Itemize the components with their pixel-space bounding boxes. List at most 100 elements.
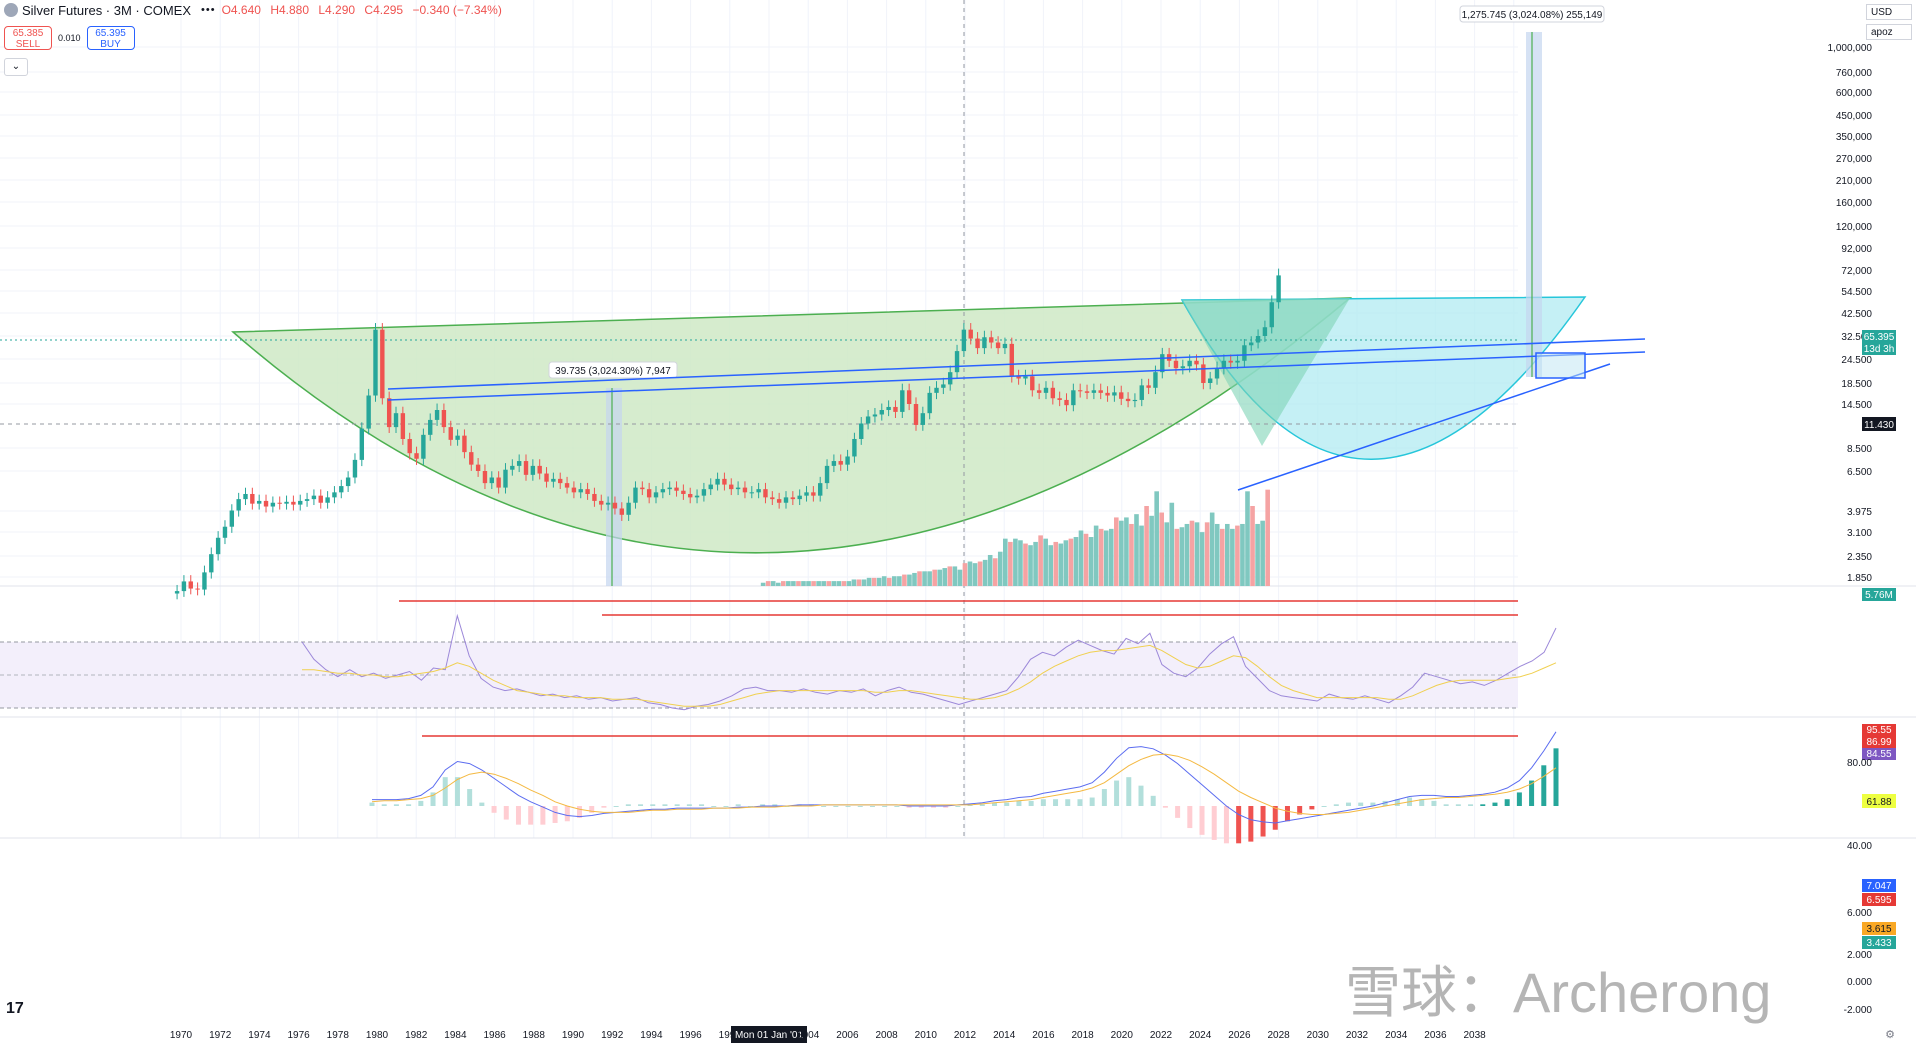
- volume-bar: [796, 581, 801, 586]
- macd-axis-label: 2.000: [1847, 950, 1872, 961]
- x-axis-label: 2028: [1267, 1030, 1290, 1041]
- volume-bar: [1129, 523, 1134, 586]
- candle-body: [1255, 336, 1261, 343]
- candle-body: [1160, 354, 1165, 373]
- candle-body: [1269, 302, 1274, 328]
- measure-range-right: [1526, 32, 1542, 377]
- candle-body: [441, 410, 447, 428]
- macd-histogram-bar: [393, 804, 399, 806]
- macd-histogram-bar: [1455, 804, 1461, 806]
- price-axis-label: 24.500: [1841, 355, 1872, 366]
- candle-body: [1125, 398, 1131, 402]
- macd-histogram-bar: [1394, 799, 1400, 806]
- volume-bar: [892, 576, 897, 586]
- candle-body: [325, 497, 330, 503]
- candle-body: [592, 493, 597, 501]
- macd-histogram-bar: [1309, 806, 1315, 810]
- macd-histogram-bar: [1187, 806, 1193, 829]
- x-axis-label: 2026: [1228, 1030, 1251, 1041]
- measure-label-right: 1,275.745 (3,024.08%) 255,149: [1462, 10, 1603, 21]
- x-axis-label: 1970: [170, 1030, 193, 1041]
- macd-histogram-bar: [369, 802, 375, 806]
- volume-bar: [1008, 541, 1013, 586]
- candle-body: [1153, 372, 1158, 388]
- ohlc-values: O4.640 H4.880 L4.290 C4.295 −0.340 (−7.3…: [222, 3, 508, 17]
- ohlc-high: H4.880: [270, 3, 310, 17]
- candle-body: [482, 471, 488, 484]
- volume-bar: [1139, 525, 1144, 586]
- more-options-icon[interactable]: •••: [201, 4, 216, 16]
- volume-bar: [907, 574, 912, 586]
- candle-body: [715, 478, 720, 485]
- crosshair-date-label: Mon 01 Jan '01: [735, 1030, 804, 1041]
- candle-body: [865, 416, 871, 424]
- candle-body: [1050, 387, 1056, 399]
- candle-body: [776, 499, 782, 503]
- volume-bar: [781, 581, 786, 586]
- macd-histogram-bar: [1358, 802, 1364, 806]
- x-axis-label: 1994: [640, 1030, 663, 1041]
- volume-bar: [1033, 541, 1038, 586]
- sell-price: 65.385: [12, 28, 44, 39]
- candle-body: [1084, 391, 1090, 393]
- candle-body: [1023, 376, 1028, 379]
- macd-histogram-bar: [662, 804, 668, 806]
- x-axis-label: 1976: [287, 1030, 310, 1041]
- volume-bar: [841, 581, 847, 586]
- measure-label-left: 39.735 (3,024.30%) 7,947: [555, 366, 671, 377]
- macd-histogram-bar: [869, 806, 875, 807]
- macd-histogram-bar: [1492, 802, 1498, 806]
- volume-bar: [1260, 520, 1265, 586]
- candle-body: [1105, 392, 1110, 396]
- macd-histogram-bar: [735, 804, 741, 806]
- measure-range-left: [606, 388, 622, 586]
- volume-bar: [1184, 523, 1190, 586]
- candle-body: [578, 489, 583, 493]
- macd-histogram-bar: [406, 804, 412, 806]
- macd-histogram-bar: [528, 806, 534, 825]
- buy-button[interactable]: 65.395 BUY: [86, 26, 135, 50]
- candle-body: [544, 473, 549, 482]
- macd-histogram-bar: [930, 806, 936, 808]
- candle-body: [1119, 392, 1124, 399]
- currency-selector[interactable]: USD: [1866, 4, 1912, 20]
- volume-bar: [1149, 515, 1154, 586]
- candle-body: [1228, 360, 1233, 363]
- candle-body: [708, 484, 713, 490]
- candle-body: [516, 461, 522, 466]
- scale-selector[interactable]: apoz: [1866, 24, 1912, 40]
- x-axis-label: 1990: [562, 1030, 585, 1041]
- volume-bar: [912, 572, 917, 586]
- symbol-title[interactable]: Silver Futures · 3M · COMEX: [22, 2, 192, 18]
- collapse-legend-button[interactable]: ⌄: [4, 58, 28, 76]
- candle-body: [831, 461, 837, 466]
- volume-bar: [765, 581, 771, 586]
- candle-body: [1009, 343, 1014, 377]
- macd-histogram-bar: [1248, 806, 1254, 842]
- candle-body: [1043, 387, 1049, 393]
- rsi-badge-second: 86.99: [1866, 737, 1891, 748]
- macd-hist-badge-bg: [1862, 936, 1896, 949]
- candle-body: [681, 490, 686, 494]
- candle-body: [298, 500, 303, 505]
- price-axis-label: 72,000: [1841, 266, 1872, 277]
- candle-body: [1173, 360, 1179, 369]
- macd-histogram-bar: [857, 806, 863, 807]
- volume-bar: [1255, 523, 1260, 586]
- x-axis-label: 1974: [248, 1030, 271, 1041]
- sell-button[interactable]: 65.385 SELL: [4, 26, 52, 50]
- volume-bar: [806, 581, 811, 586]
- candle-body: [893, 406, 898, 412]
- volume-bar: [1235, 525, 1240, 586]
- candle-body: [345, 477, 351, 487]
- macd-histogram-bar: [845, 806, 851, 807]
- volume-bar: [1240, 523, 1245, 586]
- rsi-badge-second-bg: [1862, 736, 1896, 748]
- x-axis-label: 1986: [483, 1030, 506, 1041]
- candle-body: [188, 581, 193, 589]
- tradingview-logo[interactable]: 17: [6, 1000, 24, 1017]
- rsi-line: [301, 613, 1557, 711]
- candle-body: [523, 461, 529, 475]
